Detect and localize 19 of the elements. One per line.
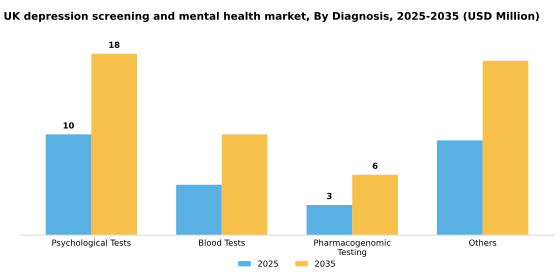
data-label: 18 [109,42,120,48]
bar [437,140,483,236]
x-tick-label: Blood Tests [199,239,245,246]
bar [352,174,398,236]
legend-label: 2025 [258,260,278,267]
data-label: 3 [327,192,332,200]
x-tick-label: Psychological Tests [52,239,131,248]
legend-label: 2035 [315,260,335,267]
bar [222,134,268,236]
bar [46,134,92,236]
x-tick-label: Others [469,239,496,246]
chart-title: UK depression screening and mental health market, By Diagnosis, 2025-2035 (USD Million) [4,12,539,22]
data-label: 10 [64,122,74,129]
bar [91,54,137,236]
bar [482,60,528,236]
bar [306,204,352,236]
bar [176,184,222,236]
data-label: 6 [372,162,378,169]
x-tick-label: Pharmacogenomic Testing [314,239,390,257]
